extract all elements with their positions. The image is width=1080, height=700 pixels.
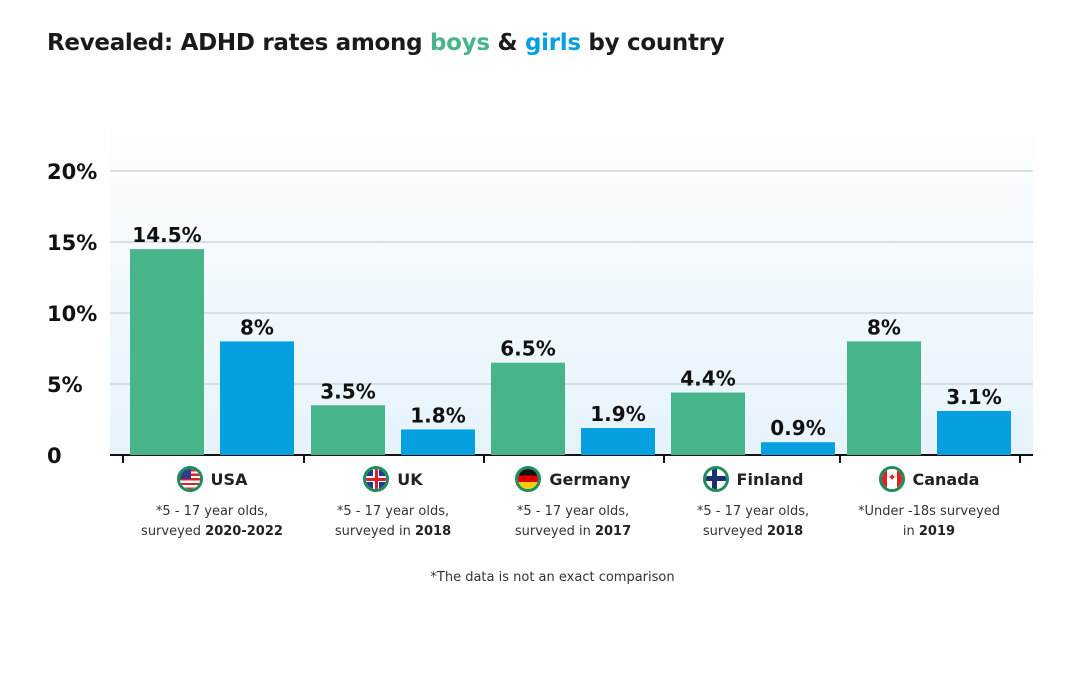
- survey-year: 2019: [918, 524, 956, 539]
- title-girls: girls: [524, 30, 581, 56]
- y-tick-label: 5%: [47, 373, 83, 397]
- data-label: 6.5%: [500, 337, 555, 361]
- usa-flag-icon: [176, 466, 203, 492]
- survey-year: 2017: [594, 524, 632, 539]
- survey-year: 2018: [414, 524, 452, 539]
- bar-girls-usa: [220, 341, 294, 455]
- y-tick-label: 0: [47, 444, 62, 468]
- uk-flag-icon: [363, 466, 390, 492]
- data-label: 1.9%: [590, 402, 645, 426]
- country-label-canada: ✦ Canada: [839, 466, 1019, 492]
- data-label: 0.9%: [770, 416, 825, 440]
- survey-note: *Under -18s surveyed in 2019: [839, 502, 1019, 542]
- country-label-finland: Finland: [663, 466, 843, 492]
- survey-year: 2020-2022: [205, 524, 283, 539]
- survey-note: *5 - 17 year olds, surveyed in 2018: [303, 502, 483, 542]
- y-tick-label: 20%: [47, 160, 97, 184]
- note-line2: in: [902, 524, 919, 539]
- country-name: UK: [397, 469, 423, 489]
- canada-flag-icon: ✦: [878, 466, 905, 492]
- note-line2: surveyed: [702, 524, 767, 539]
- survey-year: 2018: [766, 524, 804, 539]
- note-line1: *5 - 17 year olds,: [336, 504, 450, 519]
- data-label: 8%: [867, 315, 901, 339]
- title-boys: boys: [430, 30, 490, 56]
- y-tick-label: 10%: [47, 302, 97, 326]
- finland-flag-icon: [702, 466, 729, 492]
- bar-girls-uk: [401, 429, 475, 455]
- country-name: Germany: [549, 469, 631, 489]
- bar-boys-germany: [491, 362, 565, 455]
- title-amp: &: [489, 30, 525, 56]
- bar-boys-uk: [311, 405, 385, 455]
- note-line1: *5 - 17 year olds,: [696, 504, 810, 519]
- country-name: Canada: [912, 469, 980, 489]
- data-label: 1.8%: [410, 403, 465, 427]
- country-name: USA: [210, 469, 248, 489]
- survey-note: *5 - 17 year olds, surveyed in 2017: [483, 502, 663, 542]
- title-prefix: Revealed: ADHD rates among: [47, 30, 431, 56]
- data-label: 4.4%: [680, 367, 735, 391]
- data-label: 8%: [240, 315, 274, 339]
- bar-girls-finland: [761, 442, 835, 455]
- survey-note: *5 - 17 year olds, surveyed 2020-2022: [122, 502, 302, 542]
- note-line1: *Under -18s surveyed: [857, 504, 1001, 519]
- data-label: 3.1%: [946, 385, 1001, 409]
- germany-flag-icon: [515, 466, 542, 492]
- note-line2: surveyed in: [514, 524, 595, 539]
- survey-note: *5 - 17 year olds, surveyed 2018: [663, 502, 843, 542]
- country-name: Finland: [736, 469, 804, 489]
- bar-boys-finland: [671, 392, 745, 455]
- data-label: 3.5%: [320, 379, 375, 403]
- note-line1: *5 - 17 year olds,: [516, 504, 630, 519]
- country-label-usa: USA: [122, 466, 302, 492]
- note-line1: *5 - 17 year olds,: [155, 504, 269, 519]
- note-line2: surveyed: [141, 524, 206, 539]
- y-tick-label: 15%: [47, 231, 97, 255]
- title-suffix: by country: [580, 30, 725, 56]
- bar-girls-canada: [937, 410, 1011, 455]
- country-label-germany: Germany: [483, 466, 663, 492]
- bar-girls-germany: [581, 428, 655, 455]
- footnote: *The data is not an exact comparison: [430, 570, 675, 585]
- country-label-uk: UK: [303, 466, 483, 492]
- bar-boys-canada: [847, 341, 921, 455]
- chart-title: Revealed: ADHD rates among boys & girls …: [47, 30, 725, 56]
- bar-boys-usa: [130, 249, 204, 455]
- data-label: 14.5%: [132, 223, 201, 247]
- note-line2: surveyed in: [334, 524, 415, 539]
